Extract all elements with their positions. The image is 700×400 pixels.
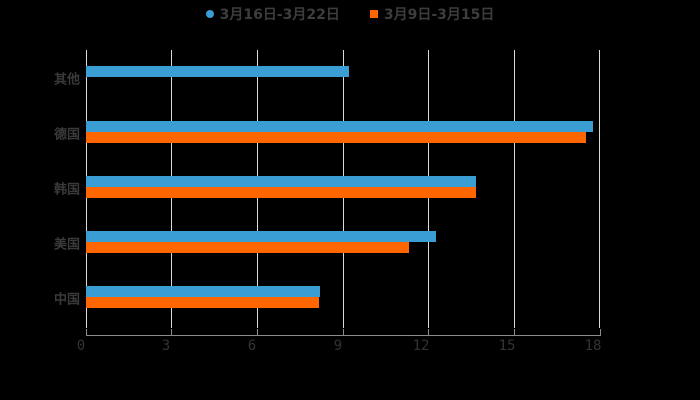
y-category-label: 中国 (53, 292, 80, 308)
x-tick-label: 0 (76, 338, 86, 354)
x-tick-label: 9 (333, 338, 343, 354)
gridline (599, 50, 600, 328)
x-tick-label: 18 (584, 338, 602, 354)
legend-item-series2[interactable]: 3月9日-3月15日 (369, 4, 495, 24)
y-category-label: 其他 (53, 72, 80, 88)
gridline (514, 50, 515, 328)
chart-legend: 3月16日-3月22日 3月9日-3月15日 (0, 4, 700, 24)
bar-series1[interactable] (86, 66, 349, 77)
x-tick (86, 329, 87, 336)
x-tick-label: 12 (412, 338, 430, 354)
bar-series1[interactable] (86, 286, 320, 297)
x-tick (171, 329, 172, 336)
x-tick (514, 329, 515, 336)
bar-series2[interactable] (86, 132, 586, 143)
bar-series2[interactable] (86, 242, 409, 253)
x-tick (428, 329, 429, 336)
legend-item-series1[interactable]: 3月16日-3月22日 (205, 4, 340, 24)
x-tick (257, 329, 258, 336)
bar-series2[interactable] (86, 187, 476, 198)
legend-marker-square-icon (369, 10, 378, 18)
x-tick-label: 15 (498, 338, 516, 354)
bar-series2[interactable] (86, 297, 319, 308)
y-category-label: 美国 (53, 237, 80, 253)
bar-series1[interactable] (86, 231, 436, 242)
legend-marker-circle-icon (205, 10, 214, 18)
x-tick-label: 3 (161, 338, 171, 354)
y-category-label: 德国 (53, 127, 80, 143)
x-tick (343, 329, 344, 336)
bar-series1[interactable] (86, 176, 476, 187)
x-tick (600, 329, 601, 336)
bar-series1[interactable] (86, 121, 593, 132)
y-category-label: 韩国 (53, 182, 80, 198)
legend-label: 3月9日-3月15日 (383, 7, 495, 23)
legend-label: 3月16日-3月22日 (219, 7, 340, 23)
x-tick-label: 6 (247, 338, 257, 354)
